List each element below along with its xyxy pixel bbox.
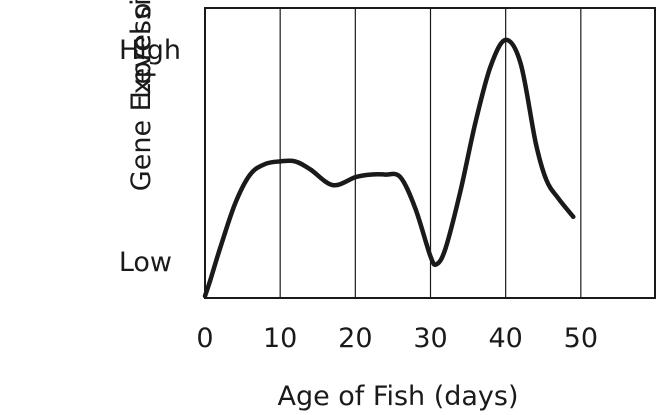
grid-lines: [279, 8, 582, 298]
x-tick-label-40: 40: [488, 323, 522, 354]
x-tick-label-30: 30: [413, 323, 447, 354]
y-axis-label: Level of Gene Expression: [126, 0, 157, 191]
gene-expression-curve: [202, 37, 576, 299]
x-tick-label-0: 0: [196, 323, 213, 354]
y-axis-label-line-1: Level of: [126, 0, 157, 99]
y-tick-label-high: High: [119, 35, 181, 66]
x-tick-labels: 0 10 20 30 40 50: [196, 323, 598, 354]
x-axis-label: Age of Fish (days): [277, 381, 518, 412]
plot-frame: [204, 7, 656, 299]
x-tick-label-20: 20: [338, 323, 372, 354]
y-tick-label-low: Low: [119, 247, 172, 278]
x-tick-label-50: 50: [564, 323, 598, 354]
y-axis-label-line-2: Gene Expression: [126, 0, 157, 191]
x-tick-label-10: 10: [263, 323, 297, 354]
